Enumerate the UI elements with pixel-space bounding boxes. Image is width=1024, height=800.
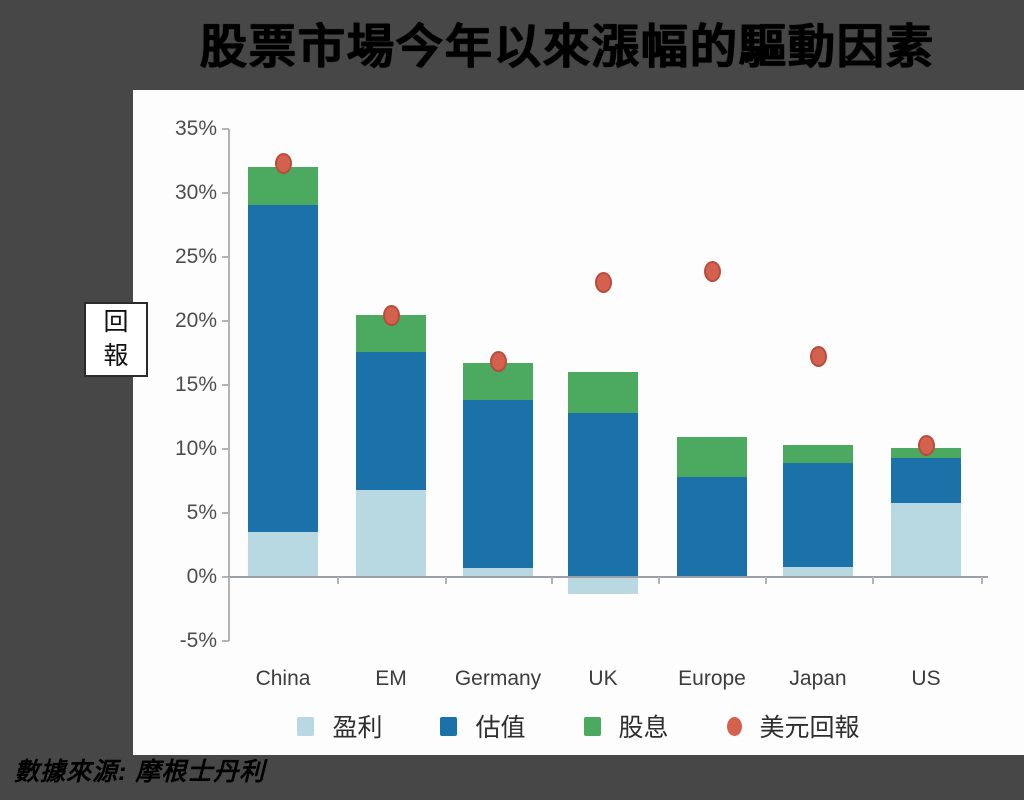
bar-segment-earnings bbox=[248, 532, 318, 577]
x-axis-tick bbox=[228, 577, 230, 584]
bar-segment-earnings bbox=[783, 566, 853, 577]
bar-segment-dividend bbox=[568, 372, 638, 414]
category-label: Japan bbox=[789, 667, 847, 690]
y-tick-label: 30% bbox=[174, 181, 217, 204]
y-axis-line bbox=[228, 129, 230, 641]
usd-return-dot bbox=[703, 260, 721, 282]
legend-swatch-earnings bbox=[297, 716, 315, 736]
y-tick-label: 25% bbox=[174, 245, 217, 268]
legend-item-usd-return: 美元回報 bbox=[726, 708, 860, 744]
plot-area: 35% 30% 25% 20% 15% 10% 5% 0% -5% China EM Germany U… bbox=[133, 90, 1024, 755]
y-axis-tick bbox=[222, 576, 229, 578]
legend-item-valuation: 估值 bbox=[440, 708, 526, 744]
bar-segment-valuation bbox=[568, 413, 638, 577]
slide-title: 股票市場今年以來漲幅的驅動因素 bbox=[199, 20, 935, 73]
y-tick-label: 0% bbox=[186, 565, 217, 588]
x-axis-zero-line bbox=[228, 576, 988, 578]
category-label: EM bbox=[375, 667, 407, 690]
y-axis-tick bbox=[222, 384, 229, 386]
usd-return-dot bbox=[489, 351, 507, 373]
y-tick-label: 5% bbox=[186, 501, 217, 524]
bar-segment-valuation bbox=[463, 400, 533, 569]
x-axis-tick bbox=[872, 577, 874, 584]
x-axis-tick bbox=[550, 577, 553, 584]
category-label: Germany bbox=[454, 667, 542, 690]
bar-segment-dividend bbox=[677, 437, 747, 478]
usd-return-dot bbox=[594, 272, 612, 294]
usd-return-dot bbox=[809, 346, 827, 368]
category-label: US bbox=[911, 667, 941, 690]
y-axis-tick bbox=[222, 128, 229, 130]
y-tick-label: 10% bbox=[174, 437, 217, 460]
legend-swatch-usd-return bbox=[726, 716, 742, 736]
y-axis-title-box: 回報 bbox=[84, 302, 148, 377]
bar-segment-valuation bbox=[248, 204, 318, 533]
source-note: 數據來源: 摩根士丹利 bbox=[14, 758, 266, 786]
legend-item-earnings: 盈利 bbox=[297, 708, 382, 744]
x-axis-tick bbox=[444, 577, 447, 584]
bar-segment-dividend bbox=[783, 445, 853, 464]
bar-segment-earnings bbox=[568, 577, 638, 594]
y-axis-title: 回報 bbox=[103, 307, 129, 370]
y-axis-tick bbox=[222, 448, 229, 450]
usd-return-dot bbox=[274, 153, 292, 175]
chart-legend: 盈利 估值 股息 美元回報 bbox=[133, 708, 1024, 744]
bar-segment-earnings bbox=[356, 489, 426, 577]
category-label: Europe bbox=[678, 667, 746, 690]
legend-label-usd-return: 美元回報 bbox=[759, 714, 860, 742]
legend-swatch-dividend bbox=[583, 716, 601, 736]
y-tick-label: -5% bbox=[179, 629, 217, 652]
y-tick-label: 20% bbox=[174, 309, 217, 332]
legend-item-dividend: 股息 bbox=[583, 708, 669, 744]
usd-return-dot bbox=[382, 305, 400, 327]
y-tick-label: 15% bbox=[174, 373, 217, 396]
legend-label-dividend: 股息 bbox=[618, 714, 669, 742]
bar-segment-valuation bbox=[356, 351, 426, 490]
category-label: China bbox=[255, 667, 311, 690]
bar-segment-valuation bbox=[783, 463, 853, 567]
y-axis-tick bbox=[222, 512, 229, 514]
x-axis-tick bbox=[981, 577, 983, 584]
x-axis-tick bbox=[337, 577, 339, 584]
y-tick-label: 35% bbox=[174, 117, 217, 140]
x-axis-tick bbox=[765, 577, 767, 584]
usd-return-dot bbox=[917, 434, 935, 456]
y-axis-tick bbox=[222, 320, 229, 322]
legend-label-valuation: 估值 bbox=[475, 714, 526, 742]
bar-segment-valuation bbox=[677, 477, 747, 577]
y-axis-tick bbox=[222, 192, 229, 194]
chart-panel: 35% 30% 25% 20% 15% 10% 5% 0% -5% China EM Germany U… bbox=[133, 90, 1024, 755]
x-axis-tick bbox=[657, 577, 660, 584]
bar-segment-valuation bbox=[891, 457, 961, 503]
legend-swatch-valuation bbox=[440, 716, 458, 736]
legend-label-earnings: 盈利 bbox=[332, 714, 383, 742]
y-axis-tick bbox=[222, 256, 229, 258]
y-axis-tick bbox=[222, 640, 229, 642]
bar-segment-earnings bbox=[463, 568, 533, 577]
category-label: UK bbox=[588, 667, 618, 690]
bar-segment-earnings bbox=[891, 502, 961, 577]
